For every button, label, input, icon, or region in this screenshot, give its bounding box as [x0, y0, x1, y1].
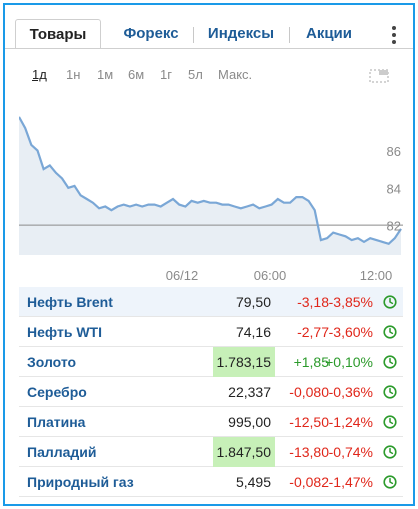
clock-icon [383, 475, 397, 489]
percent-change: -0,36% [328, 384, 373, 400]
tab-stocks[interactable]: Акции [305, 25, 352, 42]
instrument-name-link[interactable]: Платина [27, 414, 86, 430]
range-1d[interactable]: 1д [32, 67, 47, 82]
price-chart: 86 84 82 06/12 06:00 12:00 [18, 115, 403, 285]
last-price: 79,50 [235, 294, 271, 310]
last-price: 5,495 [235, 474, 271, 490]
price-chart-svg: 86 84 82 06/12 06:00 12:00 [18, 116, 403, 283]
tab-separator [289, 27, 290, 43]
clock-icon [383, 415, 397, 429]
last-price: 995,00 [228, 414, 271, 430]
expand-icon[interactable] [369, 69, 389, 83]
y-tick-label: 82 [387, 219, 401, 234]
last-price: 1.847,50 [212, 437, 275, 467]
tab-bar: Товары Форекс Индексы Акции [5, 5, 413, 49]
price-change: -2,77 [297, 324, 329, 340]
last-price: 74,16 [235, 324, 271, 340]
clock-icon [383, 325, 397, 339]
percent-change: -3,85% [328, 294, 373, 310]
percent-change: -3,60% [328, 324, 373, 340]
clock-icon [383, 445, 397, 459]
clock-icon [383, 385, 397, 399]
quote-row[interactable]: Природный газ 5,495 -0,082 -1,47% [19, 467, 403, 497]
tabs-divider [5, 48, 413, 49]
instrument-name-link[interactable]: Нефть WTI [27, 324, 102, 340]
price-change: -0,080 [289, 384, 329, 400]
instrument-name-link[interactable]: Природный газ [27, 474, 134, 490]
price-area [19, 116, 401, 256]
tab-forex[interactable]: Форекс [123, 25, 179, 42]
percent-change: -0,74% [328, 444, 373, 460]
price-line [18, 116, 402, 246]
last-price: 22,337 [228, 384, 271, 400]
percent-change: -1,24% [328, 414, 373, 430]
instrument-name-link[interactable]: Палладий [27, 444, 97, 460]
quote-row[interactable]: Платина 995,00 -12,50 -1,24% [19, 407, 403, 437]
price-change: -13,80 [289, 444, 329, 460]
tab-indices[interactable]: Индексы [207, 25, 275, 42]
price-change: -12,50 [289, 414, 329, 430]
quote-row[interactable]: Палладий 1.847,50 -13,80 -0,74% [19, 437, 403, 467]
clock-icon [383, 355, 397, 369]
price-change: +1,85 [293, 354, 329, 370]
percent-change: +0,10% [325, 354, 373, 370]
quote-row[interactable]: Нефть Brent 79,50 -3,18 -3,85% [19, 287, 403, 317]
tab-commodities[interactable]: Товары [15, 19, 101, 49]
quote-row[interactable]: Серебро 22,337 -0,080 -0,36% [19, 377, 403, 407]
y-tick-label: 84 [387, 181, 401, 196]
instrument-name-link[interactable]: Золото [27, 354, 77, 370]
x-tick-label: 06/12 [166, 268, 199, 283]
commodities-widget: Товары Форекс Индексы Акции 1д 1н 1м 6м … [3, 3, 415, 506]
range-6m[interactable]: 6м [128, 67, 145, 82]
last-price: 1.783,15 [212, 347, 275, 377]
range-1m[interactable]: 1м [97, 67, 114, 82]
x-tick-label: 12:00 [360, 268, 393, 283]
range-5y[interactable]: 5л [188, 67, 203, 82]
quote-row[interactable]: Нефть WTI 74,16 -2,77 -3,60% [19, 317, 403, 347]
instrument-name-link[interactable]: Серебро [27, 384, 87, 400]
tab-separator [193, 27, 194, 43]
percent-change: -1,47% [328, 474, 373, 490]
quotes-table: Нефть Brent 79,50 -3,18 -3,85% Нефть WTI 74,1… [19, 287, 403, 497]
price-change: -0,082 [289, 474, 329, 490]
quote-row[interactable]: Золото 1.783,15 +1,85 +0,10% [19, 347, 403, 377]
range-max[interactable]: Макс. [218, 67, 253, 82]
more-vertical-icon[interactable] [388, 25, 400, 45]
price-change: -3,18 [297, 294, 329, 310]
x-tick-label: 06:00 [254, 268, 287, 283]
range-1w[interactable]: 1н [66, 67, 81, 82]
instrument-name-link[interactable]: Нефть Brent [27, 294, 113, 310]
clock-icon [383, 295, 397, 309]
y-tick-label: 86 [387, 144, 401, 159]
range-1y[interactable]: 1г [160, 67, 172, 82]
